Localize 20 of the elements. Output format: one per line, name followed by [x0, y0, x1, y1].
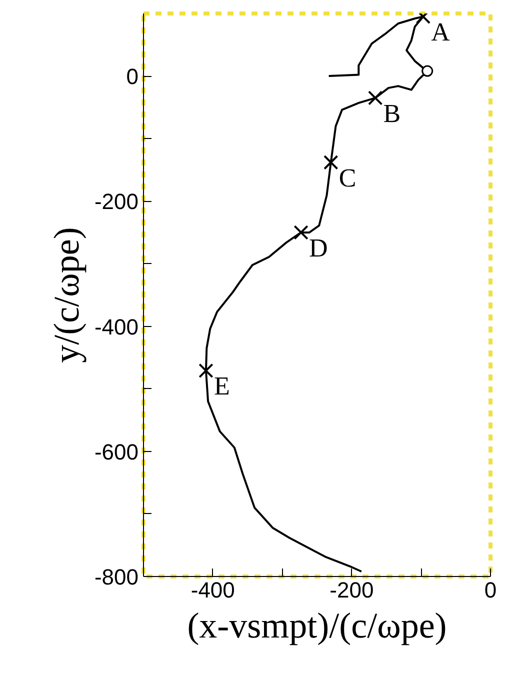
y-tick-label: 0 [126, 64, 139, 90]
annotation: D [309, 233, 328, 262]
point [422, 65, 434, 77]
y-axis-title: y/(c/ωpe) [46, 227, 86, 363]
annotation: E [214, 372, 230, 401]
x-axis-title: (x-vsmpt)/(c/ωpe) [187, 606, 447, 646]
y-tick-label: -200 [94, 189, 139, 214]
point [198, 363, 214, 378]
annotation: B [383, 98, 401, 128]
x-tick-label: -400 [190, 578, 235, 602]
y-tick-label: -800 [94, 564, 139, 590]
y-tick-label: -600 [94, 439, 139, 464]
y-tick-label: -400 [94, 314, 139, 340]
point [324, 155, 338, 170]
annotation: C [338, 163, 356, 192]
point [368, 90, 383, 106]
point [294, 225, 308, 240]
annotation: A [431, 18, 450, 47]
x-tick-label: -200 [330, 578, 374, 602]
x-tick-label: 0 [484, 578, 497, 602]
